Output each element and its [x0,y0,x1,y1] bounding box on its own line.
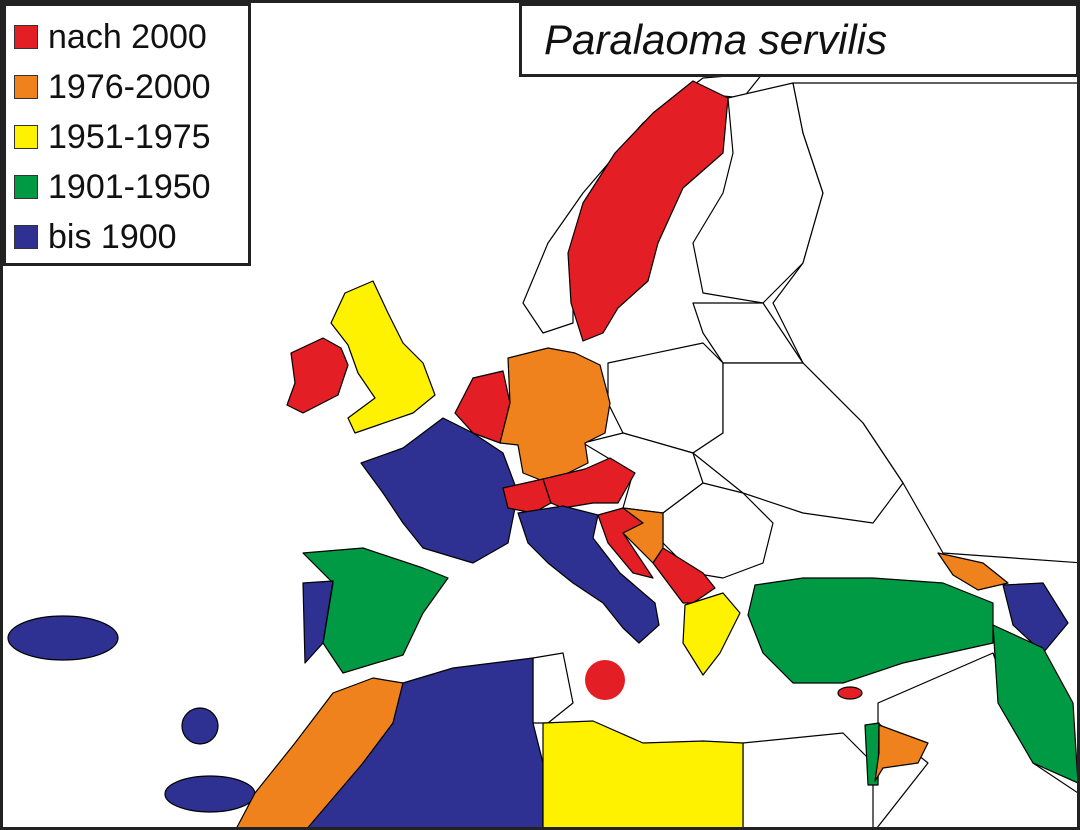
legend-item-nach-2000: nach 2000 [14,12,248,62]
legend-swatch-orange [14,75,38,99]
legend-swatch-yellow [14,125,38,149]
map-canvas [7,72,1077,827]
legend-label: 1901-1950 [48,167,211,206]
region-germany [499,347,611,484]
region-austria [542,457,636,509]
region-albania [652,547,716,604]
region-azerbaijan [1002,582,1069,654]
country-tunisia [532,652,574,724]
region-israel [864,722,880,786]
legend-swatch-red [14,25,38,49]
legend-swatch-blue [14,225,38,249]
region-united-kingdom [330,280,436,434]
region-libya [542,720,744,827]
region-switzerland [502,478,552,514]
legend-item-1976-2000: 1976-2000 [14,62,248,112]
region-iran [992,624,1077,784]
legend-item-1901-1950: 1901-1950 [14,162,248,212]
region-georgia [937,552,1009,591]
region-madeira [181,707,219,745]
region-jordan [874,724,929,782]
legend-label: nach 2000 [48,17,207,56]
legend-label: bis 1900 [48,217,177,256]
region-ireland [286,337,349,414]
region-italy [517,505,660,644]
region-malta [585,660,625,700]
legend-swatch-green [14,175,38,199]
map-title: Paralaoma servilis [519,3,1077,77]
region-sweden [567,80,729,342]
region-greece [682,592,741,676]
region-canary-islands [164,775,256,813]
legend-item-bis-1900: bis 1900 [14,212,248,262]
region-cyprus [837,686,863,700]
occurrence-regions [7,80,1077,827]
legend-label: 1951-1975 [48,117,211,156]
region-turkey [747,577,994,684]
country-belarus-ukraine [692,362,904,524]
legend-item-1951-1975: 1951-1975 [14,112,248,162]
legend-label: 1976-2000 [48,67,211,106]
country-romania-balkans [662,482,774,579]
legend: nach 2000 1976-2000 1951-1975 1901-1950 … [3,3,251,266]
country-north-africa-east [742,732,874,827]
region-portugal [302,580,334,664]
region-france [360,417,519,564]
region-azores [7,615,119,661]
